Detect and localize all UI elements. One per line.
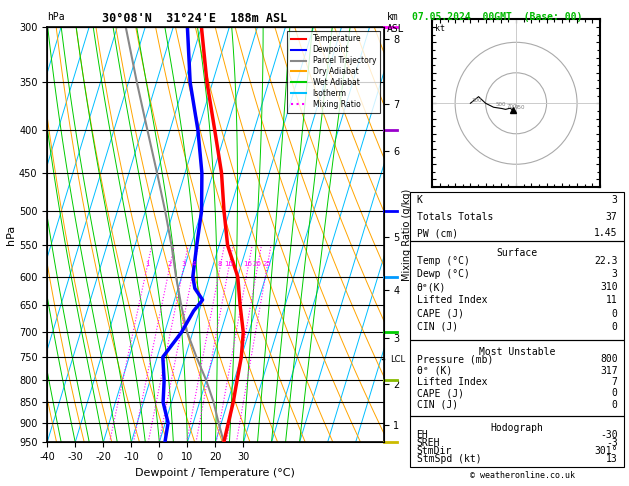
Text: Lifted Index: Lifted Index (416, 295, 487, 305)
Text: -30: -30 (600, 430, 618, 440)
Text: 13: 13 (606, 453, 618, 464)
Y-axis label: hPa: hPa (6, 225, 16, 244)
Text: StmSpd (kt): StmSpd (kt) (416, 453, 481, 464)
Text: 301°: 301° (594, 446, 618, 456)
Text: 317: 317 (600, 366, 618, 376)
Text: 11: 11 (606, 295, 618, 305)
Text: 300: 300 (472, 98, 482, 103)
Text: 0: 0 (611, 322, 618, 332)
Text: 22.3: 22.3 (594, 256, 618, 266)
Text: 0: 0 (611, 388, 618, 398)
Bar (410, 192, 624, 242)
Text: 700: 700 (507, 104, 518, 109)
Text: 07.05.2024  00GMT  (Base: 00): 07.05.2024 00GMT (Base: 00) (412, 12, 582, 22)
Text: LCL: LCL (391, 355, 406, 364)
Text: 3: 3 (181, 261, 186, 267)
Text: Pressure (mb): Pressure (mb) (416, 354, 493, 364)
Text: 800: 800 (600, 354, 618, 364)
Text: θᵉ (K): θᵉ (K) (416, 366, 452, 376)
Text: 10: 10 (225, 261, 233, 267)
Text: km
ASL: km ASL (387, 12, 404, 34)
Text: 1.45: 1.45 (594, 228, 618, 238)
Text: 37: 37 (606, 212, 618, 222)
Text: PW (cm): PW (cm) (416, 228, 458, 238)
Text: 7: 7 (611, 377, 618, 387)
Text: Hodograph: Hodograph (491, 423, 543, 433)
Text: 3: 3 (611, 195, 618, 205)
Text: CIN (J): CIN (J) (416, 322, 458, 332)
Legend: Temperature, Dewpoint, Parcel Trajectory, Dry Adiabat, Wet Adiabat, Isotherm, Mi: Temperature, Dewpoint, Parcel Trajectory… (287, 31, 380, 113)
Text: hPa: hPa (47, 12, 65, 22)
Text: EH: EH (416, 430, 428, 440)
Text: CAPE (J): CAPE (J) (416, 309, 464, 319)
Text: CIN (J): CIN (J) (416, 399, 458, 410)
Text: Dewp (°C): Dewp (°C) (416, 269, 469, 279)
Text: Temp (°C): Temp (°C) (416, 256, 469, 266)
Text: 30°08'N  31°24'E  188m ASL: 30°08'N 31°24'E 188m ASL (103, 12, 287, 25)
Text: CAPE (J): CAPE (J) (416, 388, 464, 398)
Text: 20: 20 (253, 261, 262, 267)
Text: SREH: SREH (416, 438, 440, 448)
Text: 2: 2 (167, 261, 172, 267)
Y-axis label: Mixing Ratio (g/kg): Mixing Ratio (g/kg) (403, 189, 413, 280)
Text: 310: 310 (600, 282, 618, 292)
Text: 500: 500 (495, 102, 506, 107)
Bar (410, 340, 624, 416)
Text: 25: 25 (263, 261, 271, 267)
Text: 16: 16 (243, 261, 252, 267)
Text: Totals Totals: Totals Totals (416, 212, 493, 222)
X-axis label: Dewpoint / Temperature (°C): Dewpoint / Temperature (°C) (135, 468, 296, 478)
Text: 0: 0 (611, 309, 618, 319)
Text: Surface: Surface (496, 248, 538, 258)
Text: kt: kt (435, 24, 445, 33)
Text: 3: 3 (611, 269, 618, 279)
Text: StmDir: StmDir (416, 446, 452, 456)
Bar (410, 416, 624, 467)
Text: 1: 1 (145, 261, 149, 267)
Text: 4: 4 (192, 261, 196, 267)
Text: K: K (416, 195, 423, 205)
Text: 950: 950 (515, 105, 525, 110)
Text: Most Unstable: Most Unstable (479, 347, 555, 357)
Text: 0: 0 (611, 399, 618, 410)
Text: -3: -3 (606, 438, 618, 448)
Text: Lifted Index: Lifted Index (416, 377, 487, 387)
Text: θᵉ(K): θᵉ(K) (416, 282, 446, 292)
Bar (410, 242, 624, 340)
Text: © weatheronline.co.uk: © weatheronline.co.uk (470, 471, 574, 480)
Text: 8: 8 (218, 261, 222, 267)
